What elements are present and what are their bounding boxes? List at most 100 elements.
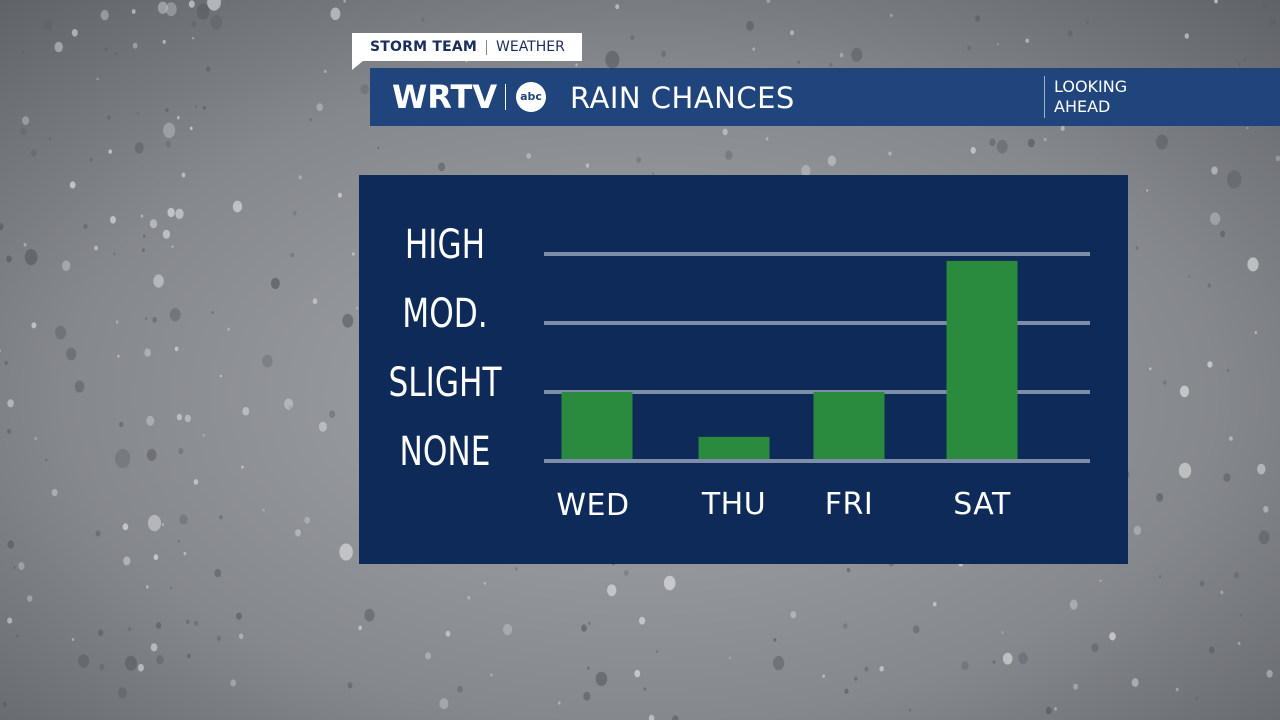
raindrop bbox=[140, 214, 144, 218]
raindrop bbox=[1099, 579, 1102, 583]
x-tick-label: SAT bbox=[953, 487, 1011, 522]
raindrop bbox=[207, 0, 221, 11]
raindrop bbox=[146, 415, 155, 426]
raindrop bbox=[219, 374, 222, 378]
raindrop bbox=[648, 714, 655, 720]
raindrop bbox=[71, 29, 78, 37]
raindrop bbox=[844, 688, 849, 695]
raindrop bbox=[1209, 646, 1215, 654]
looking-ahead-label: LOOKING AHEAD bbox=[1054, 77, 1164, 117]
raindrop bbox=[123, 556, 131, 566]
raindrop bbox=[1247, 257, 1259, 272]
raindrop bbox=[316, 103, 323, 112]
raindrop bbox=[1257, 463, 1266, 475]
raindrop bbox=[851, 47, 863, 62]
looking-ahead-divider bbox=[1044, 76, 1045, 118]
network-logo: abc bbox=[516, 82, 546, 112]
bar-thu bbox=[698, 436, 770, 459]
raindrop bbox=[157, 1, 168, 14]
raindrop bbox=[131, 9, 136, 14]
raindrop bbox=[790, 611, 797, 619]
raindrop bbox=[1214, 0, 1218, 4]
raindrop bbox=[188, 0, 195, 8]
tag-divider bbox=[486, 39, 487, 55]
raindrop bbox=[356, 306, 358, 310]
raindrop bbox=[134, 142, 144, 154]
raindrop bbox=[615, 4, 620, 10]
x-tick-label: FRI bbox=[824, 487, 874, 522]
raindrop bbox=[846, 567, 851, 573]
raindrop bbox=[439, 698, 449, 710]
raindrop bbox=[438, 162, 446, 172]
raindrop bbox=[425, 652, 431, 660]
chart-panel: NONE SLIGHT MOD. HIGH WED THU FRI SAT bbox=[359, 175, 1128, 564]
raindrop bbox=[864, 666, 869, 672]
x-tick-label: THU bbox=[701, 487, 767, 522]
raindrop bbox=[1131, 678, 1139, 687]
raindrop bbox=[1149, 367, 1152, 371]
raindrop bbox=[1227, 369, 1230, 372]
raindrop bbox=[588, 621, 591, 625]
raindrop bbox=[661, 50, 667, 58]
raindrop bbox=[1199, 580, 1205, 587]
raindrop bbox=[0, 349, 2, 353]
raindrop bbox=[174, 346, 179, 352]
raindrop bbox=[230, 679, 237, 687]
raindrop bbox=[1275, 155, 1280, 162]
raindrop bbox=[83, 223, 88, 230]
station-logo: WRTV bbox=[392, 78, 498, 116]
raindrop bbox=[7, 540, 15, 549]
raindrop bbox=[31, 322, 37, 329]
raindrop bbox=[176, 413, 182, 421]
raindrop bbox=[54, 41, 63, 53]
raindrop bbox=[117, 687, 127, 699]
storm-team-tag: STORM TEAM WEATHER bbox=[352, 33, 582, 61]
raindrop bbox=[483, 582, 486, 585]
raindrop bbox=[242, 406, 250, 416]
raindrop bbox=[421, 18, 425, 22]
y-tick-label: SLIGHT bbox=[388, 360, 502, 406]
storm-team-label: STORM TEAM bbox=[370, 39, 477, 55]
bar-fri bbox=[813, 392, 885, 459]
raindrop bbox=[722, 128, 728, 136]
raindrop bbox=[270, 277, 280, 290]
raindrop bbox=[1239, 614, 1242, 617]
raindrop bbox=[7, 428, 11, 434]
raindrop bbox=[169, 308, 181, 322]
raindrop bbox=[122, 523, 129, 531]
raindrop bbox=[639, 616, 646, 625]
raindrop bbox=[1155, 134, 1168, 150]
tag-notch bbox=[352, 61, 363, 70]
raindrop bbox=[97, 629, 104, 637]
raindrop bbox=[214, 568, 222, 578]
raindrop bbox=[304, 516, 311, 524]
raindrop bbox=[970, 146, 976, 154]
raindrop bbox=[21, 50, 25, 55]
raindrop bbox=[202, 105, 206, 110]
raindrop bbox=[113, 252, 116, 256]
raindrop bbox=[228, 0, 231, 4]
raindrop bbox=[630, 35, 635, 40]
raindrop bbox=[309, 118, 312, 122]
raindrop bbox=[989, 138, 996, 147]
raindrop bbox=[211, 311, 214, 314]
raindrop bbox=[1220, 590, 1224, 595]
raindrop bbox=[114, 52, 118, 56]
raindrop bbox=[890, 13, 893, 17]
raindrop bbox=[179, 514, 188, 525]
raindrop bbox=[196, 3, 210, 20]
raindrop bbox=[1054, 707, 1057, 711]
raindrop bbox=[187, 653, 191, 659]
raindrop bbox=[912, 625, 920, 634]
raindrop bbox=[23, 242, 27, 247]
raindrop bbox=[178, 448, 184, 455]
raindrop bbox=[623, 570, 629, 576]
looking-ahead-line2: AHEAD bbox=[1054, 97, 1111, 116]
raindrop bbox=[1002, 652, 1013, 665]
raindrop bbox=[797, 60, 800, 64]
y-tick-label: MOD. bbox=[402, 291, 488, 337]
raindrop bbox=[146, 448, 157, 462]
raindrop bbox=[503, 623, 513, 636]
raindrop bbox=[181, 172, 186, 178]
raindrop bbox=[170, 586, 172, 590]
